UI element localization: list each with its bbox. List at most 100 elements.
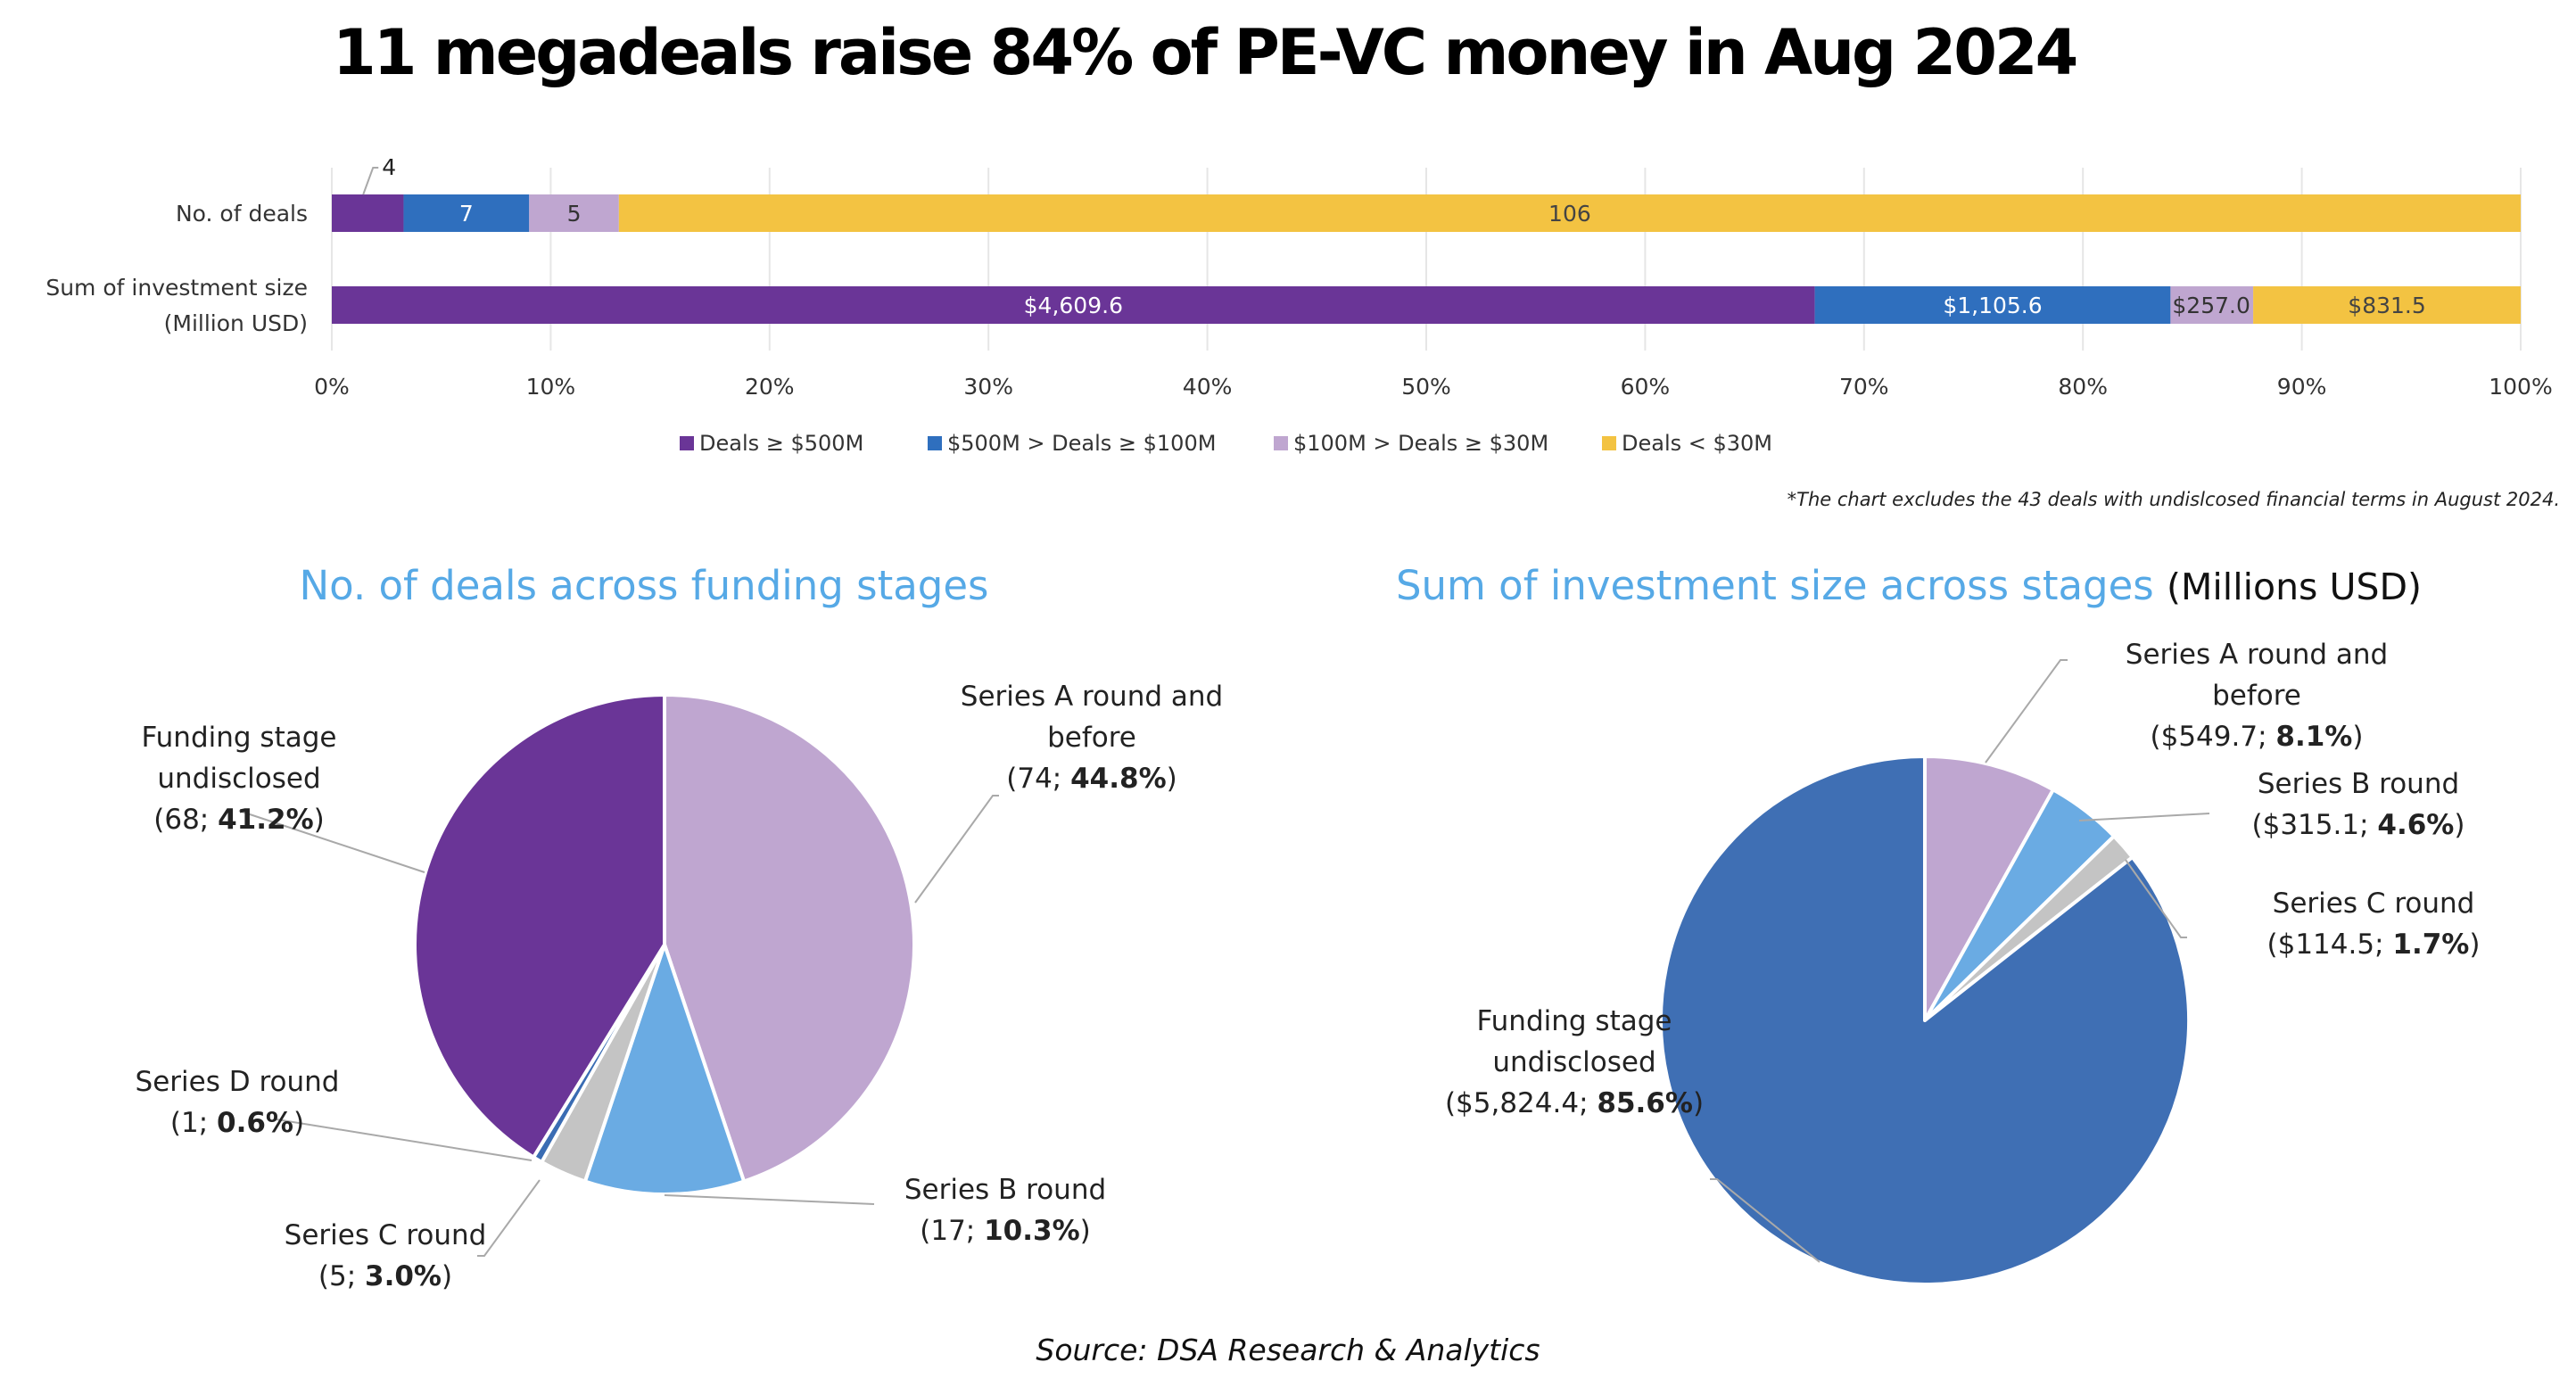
bar-value-label: 4 (382, 154, 396, 180)
bar-value-label: $831.5 (2348, 293, 2425, 318)
slice-label: Funding stage (142, 722, 337, 754)
slice-label: Series A round and (961, 681, 1223, 713)
slice-percent: 41.2% (218, 804, 314, 836)
slice-value: (74; (1006, 763, 1070, 795)
x-tick-label: 70% (1839, 374, 1889, 400)
slice-leader-line (914, 795, 999, 904)
bar-value-label: $1,105.6 (1943, 293, 2042, 318)
pie-title-main: Sum of investment size across stages (1396, 562, 2167, 609)
slice-percent: 10.3% (984, 1215, 1080, 1247)
x-tick-label: 90% (2277, 374, 2327, 400)
slice-percent: 8.1% (2275, 721, 2352, 753)
slice-paren: ) (293, 1107, 304, 1139)
legend-swatch (928, 436, 942, 450)
slice-percent: 3.0% (365, 1260, 442, 1292)
slice-paren: ) (1693, 1087, 1704, 1119)
pie-slice (1923, 755, 2055, 1022)
legend-label: Deals < $30M (1622, 431, 1772, 456)
pie-slice (1659, 755, 2191, 1286)
bar-segment (332, 286, 1815, 324)
slice-percent: 4.6% (2377, 809, 2454, 841)
page-title: 11 megadeals raise 84% of PE-VC money in… (333, 16, 2078, 89)
slice-label: Series B round (904, 1174, 1106, 1206)
bar-value-label: 7 (459, 201, 474, 227)
bar-segment (2170, 286, 2254, 324)
slice-value: (68; (153, 804, 218, 836)
bar-value-label: 106 (1548, 201, 1591, 227)
slice-label: Series A round and (2126, 639, 2388, 671)
x-tick-label: 0% (314, 374, 350, 400)
slice-leader-line (664, 1194, 875, 1205)
slice-value: (5; (318, 1260, 365, 1292)
x-tick-label: 30% (963, 374, 1013, 400)
slice-label: Series D round (136, 1066, 340, 1098)
legend-label: Deals ≥ $500M (699, 431, 863, 456)
x-tick-label: 50% (1401, 374, 1451, 400)
legend-label: $500M > Deals ≥ $100M (947, 431, 1216, 456)
pie-slice (582, 943, 747, 1196)
slice-label: undisclosed (157, 763, 320, 795)
x-tick-label: 20% (745, 374, 795, 400)
bar-value-label: 5 (567, 201, 582, 227)
slice-label: Series C round (285, 1219, 487, 1251)
slice-paren: ) (442, 1260, 452, 1292)
slice-percent: 0.6% (217, 1107, 293, 1139)
bar-value-label: $4,609.6 (1024, 293, 1123, 318)
bar-segment (403, 194, 530, 232)
slice-paren: ) (2454, 809, 2465, 841)
pie-chart-investment-size: Sum of investment size across stages (Mi… (1396, 562, 2481, 1286)
slice-paren: ) (314, 804, 325, 836)
bar-segment (529, 194, 619, 232)
pie-slice (413, 693, 666, 1160)
slice-value: (17; (920, 1215, 984, 1247)
pie-title: No. of deals across funding stages (299, 562, 988, 609)
slice-leader-line (2078, 813, 2210, 821)
source-note: Source: DSA Research & Analytics (1036, 1333, 1540, 1367)
slice-percent: 44.8% (1070, 763, 1167, 795)
slice-paren: ) (1080, 1215, 1091, 1247)
bar-value-label: $257.0 (2172, 293, 2250, 318)
pie-chart-deal-count: No. of deals across funding stages Series… (136, 562, 1224, 1292)
slice-label: Series B round (2258, 768, 2459, 800)
bar-segment (1814, 286, 2171, 324)
legend-swatch (1602, 436, 1616, 450)
slice-value-label: (74; 44.8%) (1006, 763, 1177, 795)
slice-value-label: ($114.5; 1.7%) (2267, 929, 2481, 961)
x-tick-label: 60% (1621, 374, 1671, 400)
stacked-bar-chart: 0% 10% 20% 30% 40% 50% 60% 70% 80% 90% 100% No. of … (45, 154, 2560, 510)
slice-label: before (1047, 722, 1136, 754)
x-tick-label: 100% (2489, 374, 2552, 400)
slice-value-label: (1; 0.6%) (170, 1107, 304, 1139)
slice-value: (1; (170, 1107, 217, 1139)
slice-leader-line (1710, 1178, 1821, 1263)
slice-paren: ) (2352, 721, 2363, 753)
slice-leader-line (477, 1179, 541, 1257)
slice-label: undisclosed (1492, 1046, 1655, 1078)
legend-swatch (680, 436, 694, 450)
slice-paren: ) (2469, 929, 2480, 961)
slice-value-label: ($549.7; 8.1%) (2151, 721, 2364, 753)
pie-slice (663, 693, 916, 1184)
x-tick-label: 40% (1183, 374, 1233, 400)
slice-value: ($5,824.4; (1445, 1087, 1597, 1119)
slice-value-label: ($5,824.4; 85.6%) (1445, 1087, 1704, 1119)
slice-paren: ) (1167, 763, 1177, 795)
slice-value-label: ($315.1; 4.6%) (2252, 809, 2465, 841)
x-tick-label: 10% (526, 374, 576, 400)
pie-title-units: (Millions USD) (2167, 565, 2422, 608)
legend-label: $100M > Deals ≥ $30M (1293, 431, 1548, 456)
bar-segment (332, 194, 404, 232)
category-label: (Million USD) (164, 310, 308, 336)
slice-percent: 85.6% (1597, 1087, 1693, 1119)
bar-segment (2253, 286, 2521, 324)
slice-value: ($315.1; (2252, 809, 2378, 841)
category-label: Sum of investment size (45, 275, 308, 301)
slice-label: before (2212, 680, 2301, 712)
bar-segment (618, 194, 2522, 232)
slice-value-label: (17; 10.3%) (920, 1215, 1091, 1247)
slice-value: ($549.7; (2151, 721, 2276, 753)
slice-value-label: (68; 41.2%) (153, 804, 325, 836)
label-leader-line (362, 167, 379, 195)
slice-percent: 1.7% (2392, 929, 2469, 961)
